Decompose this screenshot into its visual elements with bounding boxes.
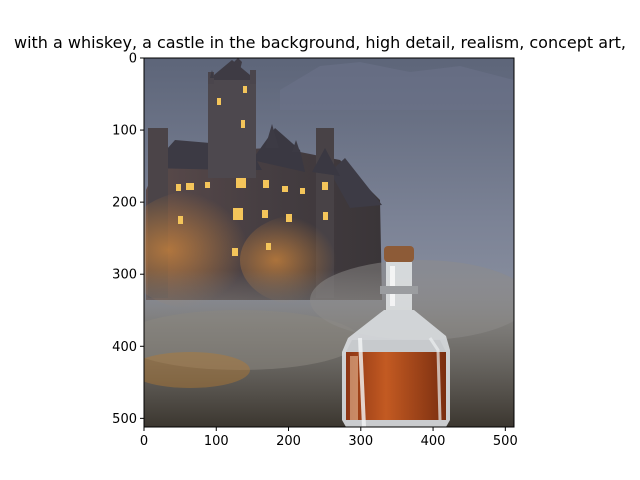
y-tick-label: 500 <box>112 412 137 427</box>
y-tick-label: 0 <box>129 52 137 67</box>
whiskey-bottle <box>342 246 450 427</box>
y-axis: 0 100 200 300 400 500 <box>112 52 144 427</box>
y-tick-label: 400 <box>112 340 137 355</box>
x-axis: 0 100 200 300 400 500 <box>140 427 518 449</box>
chart-title: with a whiskey, a castle in the backgrou… <box>14 33 626 52</box>
x-tick-label: 400 <box>421 434 446 449</box>
x-tick-label: 500 <box>493 434 518 449</box>
y-tick-label: 300 <box>112 268 137 283</box>
x-tick-label: 100 <box>204 434 229 449</box>
x-tick-label: 200 <box>276 434 301 449</box>
x-tick-label: 0 <box>140 434 148 449</box>
image-artwork <box>144 58 514 427</box>
y-tick-label: 200 <box>112 196 137 211</box>
axes-frame <box>143 57 515 428</box>
x-tick-label: 300 <box>348 434 373 449</box>
y-tick-label: 100 <box>112 124 137 139</box>
